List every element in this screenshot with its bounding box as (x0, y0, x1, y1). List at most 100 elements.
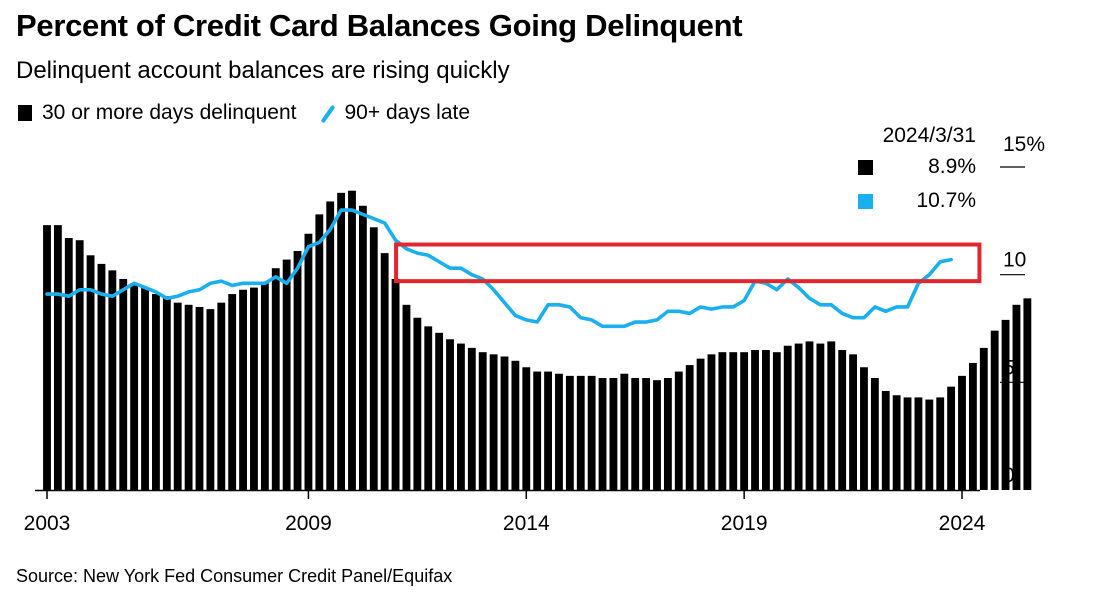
bar (522, 367, 531, 490)
bar (685, 365, 694, 490)
bar (544, 371, 552, 490)
y-tick-label: 10 (1003, 249, 1026, 272)
bar (293, 250, 302, 490)
bar (642, 378, 651, 490)
legend: 30 or more days delinquent 90+ days late (18, 101, 470, 125)
bar (162, 296, 171, 490)
readout-date: 2024/3/31 (882, 124, 976, 147)
bar (424, 326, 433, 490)
bar (870, 378, 879, 490)
bar-swatch-icon (18, 105, 32, 121)
y-tick-label: 15% (1003, 133, 1045, 156)
bar (195, 306, 204, 490)
highlight-annotation (394, 242, 982, 284)
bar (674, 371, 683, 490)
bar (130, 283, 139, 490)
bar (576, 375, 585, 490)
readout-line-row: 10.7% (858, 184, 976, 218)
bar (947, 386, 956, 490)
bar (794, 343, 803, 490)
bar (43, 225, 51, 490)
bar (282, 259, 291, 490)
legend-bar-label: 30 or more days delinquent (42, 101, 297, 124)
bar (217, 302, 226, 490)
latest-value-readout: 2024/3/31 8.9% 10.7% (858, 122, 976, 218)
bar-swatch-icon (858, 159, 873, 175)
bar (326, 201, 335, 490)
bar (653, 380, 661, 490)
y-tick-label: 0 (1003, 464, 1015, 487)
bar (990, 330, 999, 490)
bar (337, 192, 346, 490)
bar (64, 238, 73, 490)
bar (631, 378, 640, 490)
bar (86, 255, 95, 490)
bar (914, 397, 923, 490)
bar (663, 378, 672, 490)
bar (587, 375, 596, 490)
line-series (45, 208, 953, 329)
bar (108, 270, 117, 490)
bar (609, 378, 618, 490)
bar (620, 373, 629, 490)
bar (838, 350, 847, 490)
source-note: Source: New York Fed Consumer Credit Pan… (16, 566, 453, 586)
bar (369, 227, 378, 491)
chart-title: Percent of Credit Card Balances Going De… (16, 8, 743, 43)
readout-line-value: 10.7% (916, 189, 976, 212)
bar (729, 352, 738, 490)
bar (707, 354, 716, 490)
bar (958, 375, 966, 490)
x-tick-label: 2003 (24, 512, 71, 535)
bar (881, 390, 890, 490)
y-tick-label: 5 (1003, 356, 1015, 379)
bar (152, 294, 160, 490)
bar (740, 352, 749, 490)
bar-series (43, 190, 1032, 491)
bar (478, 352, 487, 490)
bar (805, 341, 814, 490)
bar (446, 339, 454, 490)
bar (250, 287, 258, 490)
bar (489, 354, 498, 490)
series-line-90-plus (45, 208, 953, 329)
readout-bar-value: 8.9% (928, 155, 976, 178)
bar (75, 240, 84, 490)
bar (598, 378, 607, 490)
bar (1001, 319, 1010, 490)
bar (555, 373, 563, 490)
bar (119, 278, 128, 490)
bar (849, 354, 857, 490)
bar (457, 343, 465, 490)
bar (827, 341, 836, 490)
bar (892, 395, 901, 490)
bar (53, 225, 62, 490)
bar (173, 302, 182, 490)
bar (304, 233, 313, 490)
bar (903, 397, 912, 490)
bar (206, 309, 215, 490)
bar (435, 332, 444, 490)
bar (402, 304, 411, 490)
bar (925, 399, 934, 490)
bar (816, 343, 825, 490)
x-tick-label: 2024 (939, 512, 986, 535)
legend-line-label: 90+ days late (344, 101, 471, 124)
bar (860, 367, 868, 490)
bar (1012, 304, 1021, 490)
bar (239, 289, 247, 490)
bar (565, 375, 574, 490)
bar (391, 278, 400, 490)
x-tick-label: 2014 (503, 512, 550, 535)
bar (696, 358, 705, 490)
bar (511, 360, 520, 490)
bar (358, 205, 367, 490)
x-tick-label: 2019 (721, 512, 768, 535)
bar (762, 350, 770, 490)
highlight-box (394, 242, 982, 284)
bar (260, 283, 269, 490)
bar (751, 350, 759, 490)
bar (936, 397, 945, 490)
bar (184, 304, 193, 490)
